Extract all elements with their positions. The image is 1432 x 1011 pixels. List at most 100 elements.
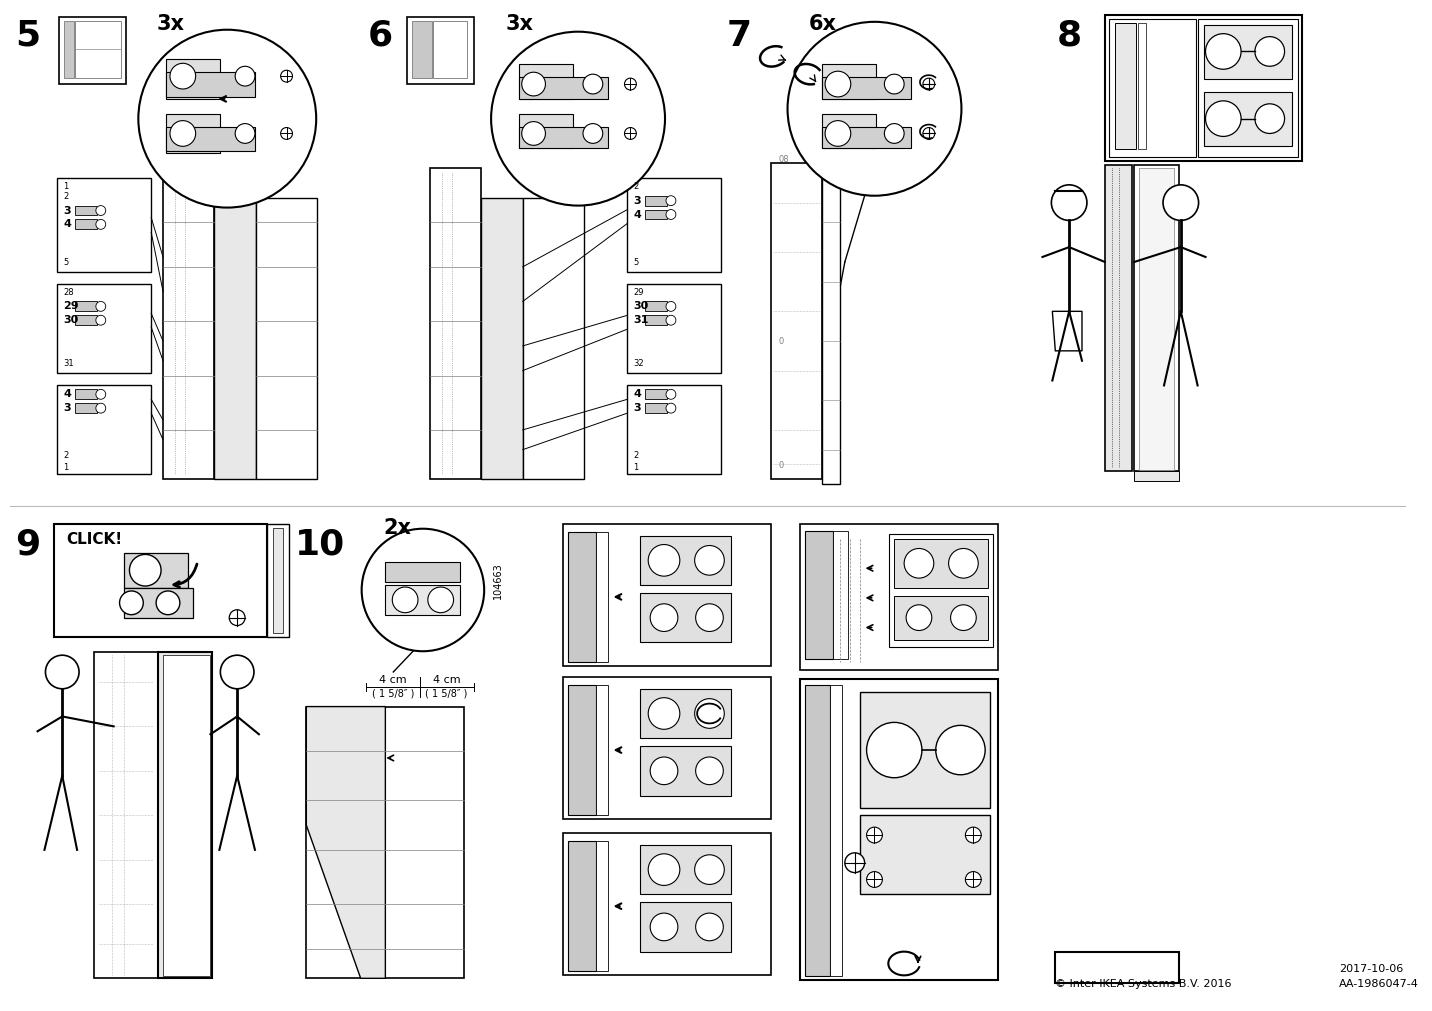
Circle shape [825,72,851,98]
Circle shape [96,220,106,231]
Bar [385,563,461,582]
Circle shape [649,698,680,730]
Circle shape [866,827,882,843]
Circle shape [139,30,316,208]
Text: 3: 3 [63,402,70,412]
Bar [1104,16,1302,162]
Text: 0: 0 [779,337,783,346]
Bar [627,284,722,373]
Bar [563,833,770,976]
Bar [430,169,481,480]
Text: 1: 1 [63,462,69,471]
Circle shape [1254,37,1285,67]
Circle shape [825,121,851,148]
Bar [646,196,667,206]
Bar [627,179,722,273]
Bar [822,127,911,150]
Bar [833,531,848,659]
Text: 10: 10 [295,527,345,561]
Bar [640,746,732,796]
Bar [822,66,876,100]
Circle shape [696,757,723,785]
Text: 30: 30 [633,301,649,311]
Bar [646,390,667,400]
Circle shape [965,827,981,843]
Circle shape [235,67,255,87]
Bar [518,66,573,100]
Text: 5: 5 [633,258,639,267]
Circle shape [695,855,725,885]
Circle shape [866,723,922,777]
Circle shape [788,23,961,196]
Bar [859,816,990,895]
Bar [640,845,732,895]
Text: 2017-10-06: 2017-10-06 [1339,963,1403,974]
Bar [523,198,584,480]
Bar [256,198,318,480]
Bar [1114,24,1137,150]
Text: 29: 29 [63,301,79,311]
Polygon shape [306,707,385,979]
Text: 2x: 2x [384,518,411,537]
Circle shape [650,605,677,632]
Circle shape [696,913,723,941]
Bar [432,22,467,79]
Bar [569,841,596,972]
Bar [563,677,770,819]
Bar [166,61,221,100]
Bar [800,525,998,670]
Circle shape [666,390,676,400]
Circle shape [170,121,196,148]
Circle shape [235,124,255,145]
Circle shape [666,196,676,206]
Circle shape [119,591,143,615]
Bar [74,390,97,400]
Text: 5: 5 [16,18,40,53]
Bar [805,531,833,659]
Bar [800,679,998,981]
Text: 28: 28 [63,288,74,297]
Polygon shape [1053,312,1083,352]
Text: 0: 0 [779,461,783,469]
Bar [1140,169,1174,471]
Circle shape [885,124,904,145]
Circle shape [96,206,106,216]
Bar [1134,166,1179,472]
Bar [596,685,607,816]
Circle shape [362,529,484,652]
Circle shape [650,913,677,941]
Bar [646,210,667,220]
Circle shape [96,390,106,400]
Circle shape [491,32,664,206]
Bar [640,903,732,951]
Circle shape [695,699,725,729]
Text: CLICK!: CLICK! [66,532,122,547]
Bar [272,528,282,634]
Bar [646,403,667,413]
Bar [596,841,607,972]
Bar [407,18,474,85]
Bar [74,220,97,231]
Bar [306,707,385,979]
Text: 08: 08 [779,155,789,164]
Text: 7: 7 [726,18,752,53]
Text: 1: 1 [633,462,639,471]
Circle shape [666,210,676,220]
Bar [569,532,596,662]
Bar [822,179,841,484]
Circle shape [521,122,546,147]
Bar [215,198,256,480]
Bar [166,114,221,154]
Circle shape [583,124,603,145]
Text: 31: 31 [63,359,74,368]
Bar [412,22,432,79]
Text: 29: 29 [633,288,644,297]
Circle shape [96,316,106,326]
Circle shape [845,853,865,872]
Bar [889,534,992,648]
Text: 4: 4 [63,389,72,399]
Circle shape [1051,186,1087,221]
Circle shape [696,605,723,632]
Bar [74,206,97,216]
Text: 6x: 6x [808,14,836,33]
